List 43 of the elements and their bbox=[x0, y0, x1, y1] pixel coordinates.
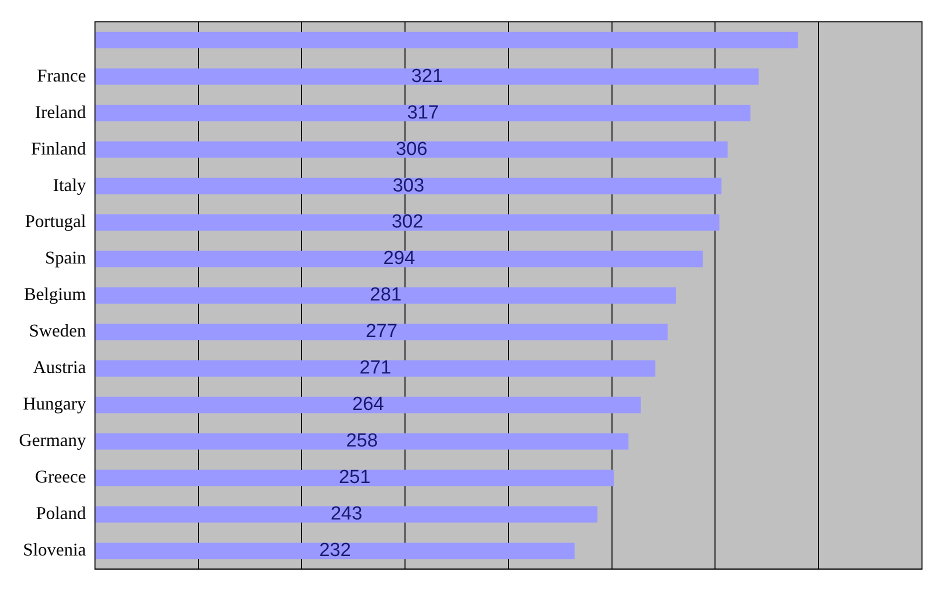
bar bbox=[95, 470, 614, 486]
y-tick-label: Ireland bbox=[35, 102, 86, 122]
y-tick-label: Hungary bbox=[22, 394, 86, 414]
bar bbox=[95, 433, 628, 450]
y-tick-label: Slovenia bbox=[22, 540, 86, 560]
y-tick-label: Portugal bbox=[24, 211, 86, 232]
y-tick-label: Greece bbox=[35, 466, 86, 487]
data-label: 281 bbox=[370, 284, 402, 306]
bar bbox=[95, 324, 668, 340]
bar bbox=[95, 104, 750, 122]
y-tick-label: Italy bbox=[52, 174, 86, 195]
data-label: 277 bbox=[366, 321, 398, 342]
bar bbox=[95, 506, 598, 523]
y-tick-label: Poland bbox=[36, 503, 86, 524]
y-tick-label: Finland bbox=[30, 138, 86, 158]
bar bbox=[95, 141, 728, 158]
bar bbox=[95, 214, 720, 231]
data-label: 251 bbox=[338, 467, 371, 488]
data-label: 258 bbox=[346, 430, 378, 452]
bar bbox=[95, 68, 759, 85]
data-label: 317 bbox=[407, 102, 439, 124]
data-label: 232 bbox=[319, 540, 351, 562]
data-label: 303 bbox=[392, 175, 424, 196]
bar bbox=[95, 396, 641, 414]
data-label: 302 bbox=[392, 212, 424, 233]
y-tick-label: Spain bbox=[44, 248, 86, 268]
bar bbox=[95, 178, 722, 194]
data-label: 321 bbox=[411, 66, 443, 87]
data-label: 271 bbox=[360, 358, 392, 379]
bar bbox=[95, 250, 703, 268]
y-tick-label: France bbox=[36, 65, 86, 86]
y-tick-label: Austria bbox=[32, 357, 86, 378]
data-label: 264 bbox=[352, 394, 384, 416]
data-label: 243 bbox=[330, 504, 362, 525]
bar bbox=[95, 32, 798, 48]
bar bbox=[95, 542, 575, 560]
data-label: 306 bbox=[396, 138, 428, 160]
bar bbox=[95, 287, 676, 304]
y-tick-label: Germany bbox=[18, 430, 86, 450]
y-tick-label: Belgium bbox=[24, 284, 86, 304]
bar bbox=[95, 360, 656, 377]
data-label: 294 bbox=[383, 248, 416, 270]
y-tick-label: Sweden bbox=[28, 320, 86, 341]
